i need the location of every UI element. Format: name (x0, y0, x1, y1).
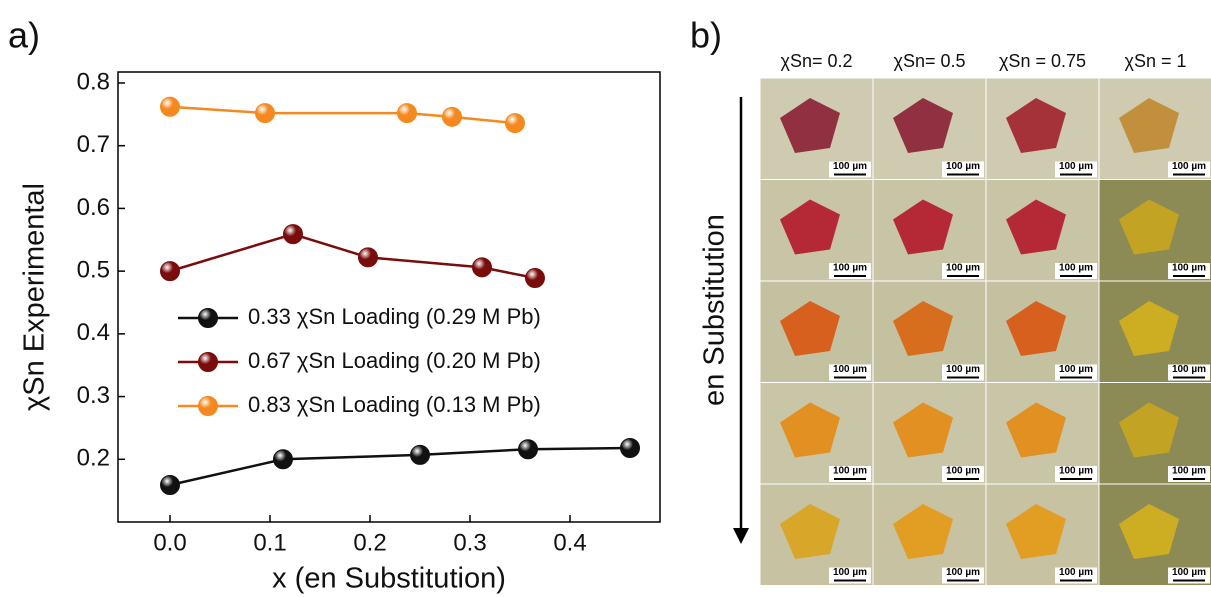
marker (472, 257, 492, 278)
y-tick-label: 0.3 (77, 382, 110, 409)
scale-bar-label: 100 µm (946, 161, 980, 172)
scale-bar-label: 100 µm (833, 263, 867, 274)
column-label: χSn = 0.75 (999, 51, 1086, 71)
crystal (1119, 504, 1179, 559)
x-tick-label: 0.4 (553, 529, 586, 556)
crystal (893, 98, 953, 153)
crystal (1006, 98, 1066, 153)
marker (283, 224, 303, 245)
scale-bar-label: 100 µm (833, 466, 867, 477)
series-line (169, 105, 516, 125)
scale-bar-label: 100 µm (1172, 161, 1206, 172)
crystal (1119, 199, 1179, 255)
marker (160, 96, 180, 117)
panel-label: b) (690, 15, 722, 56)
marker (525, 268, 545, 289)
y-tick-label: 0.8 (77, 68, 110, 95)
y-tick-label: 0.7 (77, 131, 110, 158)
crystal (1006, 402, 1066, 458)
scale-bar-label: 100 µm (833, 364, 867, 375)
marker (397, 103, 417, 124)
marker (160, 474, 180, 495)
crystal (780, 199, 840, 255)
crystal (780, 98, 840, 153)
scale-bar-label: 100 µm (1059, 567, 1093, 578)
scale-bar-label: 100 µm (1172, 567, 1206, 578)
plot-frame (117, 71, 661, 523)
crystal (1006, 199, 1066, 255)
column-label: χSn= 0.5 (894, 51, 966, 71)
marker (518, 439, 538, 460)
marker (255, 103, 275, 124)
scale-bar-label: 100 µm (1172, 466, 1206, 477)
crystal (893, 301, 953, 356)
crystal (1119, 402, 1179, 458)
scale-bar-label: 100 µm (833, 161, 867, 172)
legend-label: 0.67 χSn Loading (0.20 M Pb) (248, 348, 541, 373)
x-tick-label: 0.3 (453, 529, 486, 556)
legend-marker (198, 308, 218, 328)
crystal (780, 402, 840, 458)
scale-bar-label: 100 µm (1059, 161, 1093, 172)
crystal (893, 402, 953, 458)
marker (160, 261, 180, 282)
y-tick-label: 0.4 (77, 319, 110, 346)
legend-label: 0.83 χSn Loading (0.13 M Pb) (248, 392, 541, 417)
scale-bar-label: 100 µm (1172, 364, 1206, 375)
crystal (780, 301, 840, 356)
marker (505, 113, 525, 134)
scale-bar-label: 100 µm (946, 466, 980, 477)
marker (410, 444, 430, 465)
column-label: χSn = 1 (1125, 51, 1187, 71)
y-tick-label: 0.5 (77, 256, 110, 283)
scale-bar-label: 100 µm (1059, 263, 1093, 274)
y-tick-label: 0.6 (77, 194, 110, 221)
scale-bar-label: 100 µm (1172, 263, 1206, 274)
scale-bar-label: 100 µm (946, 567, 980, 578)
scale-bar-label: 100 µm (1059, 466, 1093, 477)
crystal (1119, 98, 1179, 153)
scale-bar-label: 100 µm (946, 364, 980, 375)
panel-label: a) (8, 15, 40, 56)
legend-label: 0.33 χSn Loading (0.29 M Pb) (248, 304, 541, 329)
column-label: χSn= 0.2 (781, 51, 853, 71)
marker (273, 449, 293, 470)
marker (358, 247, 378, 268)
arrow-head (733, 528, 749, 544)
legend-marker (198, 352, 218, 372)
x-tick-label: 0.2 (353, 529, 386, 556)
crystal (1006, 301, 1066, 356)
row-label: en Substitution (699, 214, 731, 406)
scale-bar-label: 100 µm (946, 263, 980, 274)
x-tick-label: 0.1 (253, 529, 286, 556)
x-axis-title: x (en Substitution) (272, 563, 506, 595)
crystal (893, 504, 953, 559)
x-tick-label: 0.0 (153, 529, 186, 556)
crystal (893, 199, 953, 255)
crystal (1119, 301, 1179, 356)
legend-marker (198, 396, 218, 416)
scale-bar-label: 100 µm (1059, 364, 1093, 375)
marker (620, 437, 640, 458)
marker (442, 106, 462, 127)
series-line (169, 446, 631, 487)
scale-bar-label: 100 µm (833, 567, 867, 578)
crystal (1006, 504, 1066, 559)
crystal (780, 504, 840, 559)
y-axis-title: χSn Experimental (19, 183, 51, 411)
y-tick-label: 0.2 (77, 445, 110, 472)
